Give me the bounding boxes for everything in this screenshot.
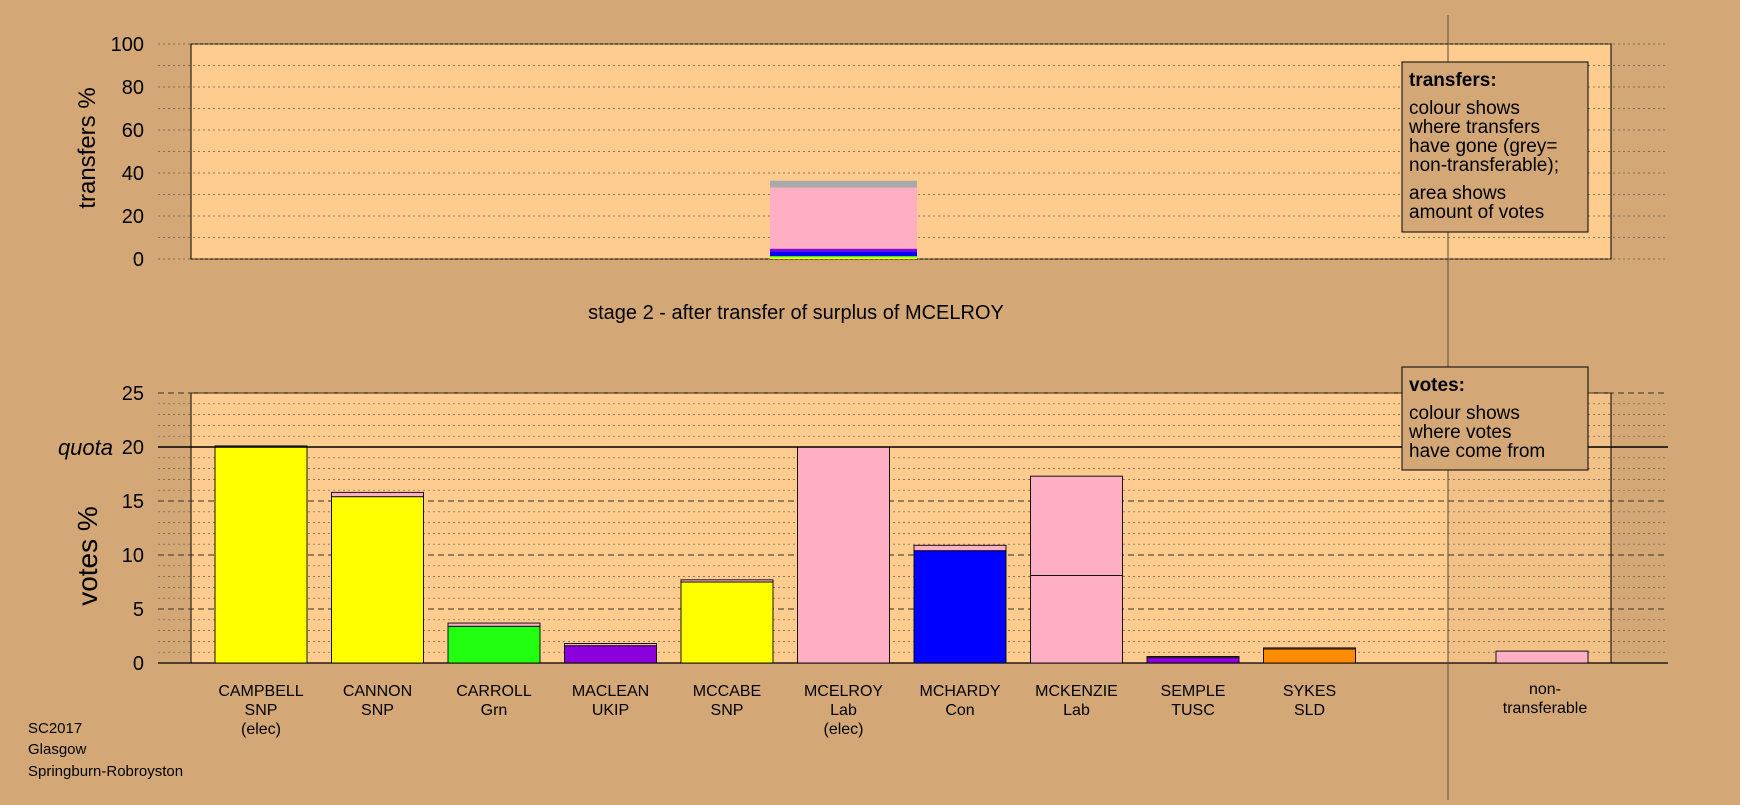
quota-label: quota (58, 435, 113, 460)
transfer-bar-segment (770, 251, 917, 256)
votes-y-tick-label: 20 (122, 437, 144, 459)
transfers-y-ticks: 0 20 40 60 80 100 (111, 34, 144, 271)
candidate-label: SNP (361, 702, 394, 719)
vote-bar-segment (564, 643, 657, 647)
vote-bar-segment (1030, 475, 1123, 576)
candidate-label: (elec) (241, 721, 281, 738)
candidate-label: CAMPBELL (218, 683, 303, 700)
votes-legend-heading: votes: (1409, 375, 1465, 396)
nontransferable-label: non- (1529, 681, 1561, 698)
candidate-label: MCELROY (804, 683, 883, 700)
transfer-bars (770, 180, 917, 259)
transfers-y-tick-label: 60 (122, 120, 144, 142)
nontransferable-label: transferable (1503, 700, 1588, 717)
transfer-bar-segment (770, 180, 917, 188)
vote-bars (214, 445, 1589, 664)
vote-bar-segment (214, 445, 308, 664)
transfer-bar-segment (770, 255, 917, 258)
transfers-legend-text2: area shows amount of votes (1409, 183, 1544, 223)
vote-bar-segment (1146, 657, 1240, 664)
vote-bar-segment (1030, 575, 1123, 664)
vote-bar-segment (913, 550, 1007, 664)
votes-panel (190, 392, 1612, 664)
candidate-label: Grn (481, 702, 508, 719)
vote-bar-segment (1263, 647, 1356, 650)
vote-bar-segment (1146, 656, 1240, 659)
transfers-y-tick-label: 40 (122, 163, 144, 185)
vote-bar-segment (680, 581, 774, 664)
candidate-label: CARROLL (456, 683, 532, 700)
votes-y-tick-label: 5 (133, 599, 144, 621)
vote-bar-segment (447, 622, 541, 627)
candidate-label: SYKES (1283, 683, 1336, 700)
footer-council: Glasgow (28, 741, 87, 758)
candidate-label: TUSC (1171, 702, 1215, 719)
vote-bar-segment (331, 491, 424, 498)
votes-y-axis-label: votes % (72, 506, 103, 606)
transfers-legend-text1: colour shows where transfers have gone (… (1408, 98, 1563, 176)
candidate-label: MACLEAN (572, 683, 649, 700)
vote-bar-segment (331, 496, 424, 664)
votes-y-tick-label: 25 (122, 383, 144, 405)
votes-y-tick-label: 10 (122, 545, 144, 567)
nontransferable-bar (1495, 650, 1589, 664)
transfer-bar-segment (770, 187, 917, 249)
transfers-y-tick-label: 100 (111, 34, 144, 56)
candidate-label: MCCABE (693, 683, 761, 700)
candidate-label: (elec) (823, 721, 863, 738)
candidate-label: SNP (245, 702, 278, 719)
vote-bar-segment (680, 579, 774, 583)
vote-bar-segment (447, 625, 541, 664)
transfers-legend-heading: transfers: (1409, 70, 1497, 91)
transfers-y-tick-label: 80 (122, 77, 144, 99)
candidate-label: CANNON (343, 683, 412, 700)
candidate-label: MCHARDY (920, 683, 1001, 700)
votes-y-ticks: 0 5 10 15 20 25 (122, 383, 144, 675)
candidate-label: SLD (1294, 702, 1325, 719)
footer-election: SC2017 (28, 720, 82, 737)
vote-bar-segment (564, 645, 657, 664)
footer-ward: Springburn-Robroyston (28, 763, 183, 780)
transfers-y-axis-label: transfers % (74, 87, 101, 208)
candidate-label: MCKENZIE (1035, 683, 1118, 700)
candidate-label: Con (945, 702, 974, 719)
votes-y-tick-label: 15 (122, 491, 144, 513)
votes-legend: votes: colour shows where votes have com… (1401, 366, 1589, 471)
vote-bar-segment (1263, 648, 1356, 664)
candidate-label: SNP (711, 702, 744, 719)
candidate-label: SEMPLE (1161, 683, 1226, 700)
votes-y-tick-label: 0 (133, 653, 144, 675)
transfers-y-tick-label: 0 (133, 249, 144, 271)
candidate-label: UKIP (592, 702, 629, 719)
stage-subtitle: stage 2 - after transfer of surplus of M… (588, 302, 1004, 324)
candidate-label: Lab (830, 702, 857, 719)
vote-bar-segment (913, 544, 1007, 552)
vote-bar-segment (797, 446, 890, 664)
candidate-labels: CAMPBELL SNP (elec) CANNON SNP CARROLL Grn MACL… (218, 681, 1587, 738)
candidate-label: Lab (1063, 702, 1090, 719)
transfer-bar-segment (770, 248, 917, 252)
transfers-y-tick-label: 20 (122, 206, 144, 228)
votes-legend-text: colour shows where votes have come from (1408, 403, 1545, 462)
transfer-bar-segment (770, 257, 917, 259)
transfers-legend: transfers: colour shows where transfers … (1401, 61, 1589, 233)
